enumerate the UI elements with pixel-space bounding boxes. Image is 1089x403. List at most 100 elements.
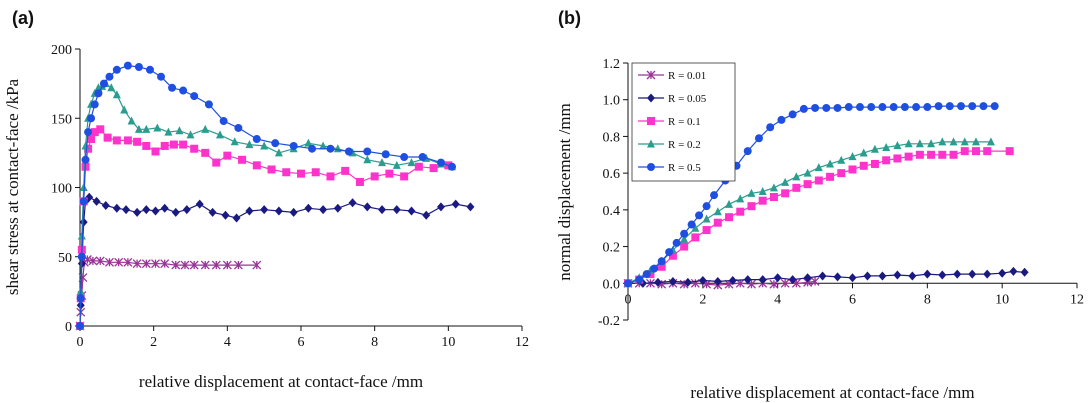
chart-a: 0501001502000 2 4 6 8 10 12relative displaceme… xyxy=(3,43,529,391)
y-tick-label-b: 0.2 xyxy=(603,241,621,256)
data-point-b-4 xyxy=(635,276,643,284)
x-tick-label-a: 10 xyxy=(441,335,455,350)
data-point-b-2 xyxy=(893,154,901,162)
data-point-b-4 xyxy=(688,221,696,229)
data-point-b-1 xyxy=(804,273,812,282)
data-point-a-1 xyxy=(466,202,474,211)
data-point-b-1 xyxy=(774,273,782,282)
data-point-b-2 xyxy=(770,193,778,201)
data-point-a-4 xyxy=(77,294,85,302)
data-point-a-4 xyxy=(234,124,242,132)
x-tick-label-a: 0 xyxy=(77,335,84,350)
y-tick-label-b: 1.2 xyxy=(603,57,621,72)
data-point-b-4 xyxy=(856,103,864,111)
data-point-b-4 xyxy=(624,279,632,287)
data-point-a-2 xyxy=(326,172,334,180)
data-point-a-4 xyxy=(190,92,198,100)
data-point-b-4 xyxy=(695,211,703,219)
y-axis-title-b: normal displacement /mm xyxy=(555,103,574,281)
data-point-a-1 xyxy=(161,204,169,213)
y-tick-label-a: 0 xyxy=(65,320,72,335)
y-tick-label-b: 0.6 xyxy=(603,167,621,182)
data-point-a-2 xyxy=(371,172,379,180)
data-point-a-1 xyxy=(93,197,101,206)
data-point-b-1 xyxy=(759,275,767,284)
x-axis-title-a: relative displacement at contact-face /m… xyxy=(139,372,423,391)
data-point-a-4 xyxy=(113,66,121,74)
data-point-a-1 xyxy=(152,207,160,216)
data-point-b-2 xyxy=(736,208,744,216)
data-point-a-2 xyxy=(133,138,141,146)
data-point-b-3 xyxy=(770,183,778,191)
x-tick-label-a: 8 xyxy=(371,335,378,350)
data-point-a-1 xyxy=(363,202,371,211)
data-point-b-2 xyxy=(703,226,711,234)
series-a-4 xyxy=(76,62,456,330)
data-point-b-2 xyxy=(815,176,823,184)
data-point-a-4 xyxy=(94,89,102,97)
data-point-a-4 xyxy=(87,114,95,122)
data-point-b-2 xyxy=(938,151,946,159)
data-point-a-2 xyxy=(415,163,423,171)
data-point-a-2 xyxy=(212,159,220,167)
data-point-b-4 xyxy=(658,257,666,265)
data-point-b-2 xyxy=(849,165,857,173)
data-point-a-2 xyxy=(113,136,121,144)
data-point-a-1 xyxy=(133,208,141,217)
data-point-a-2 xyxy=(190,145,198,153)
data-point-a-4 xyxy=(253,135,261,143)
data-point-a-4 xyxy=(437,159,445,167)
data-point-b-2 xyxy=(826,173,834,181)
data-point-a-4 xyxy=(271,139,279,147)
y-tick-label-b: 0.0 xyxy=(603,277,621,292)
data-point-b-1 xyxy=(923,270,931,279)
data-point-b-1 xyxy=(968,270,976,279)
data-point-a-2 xyxy=(96,125,104,133)
series-a-3 xyxy=(76,79,456,329)
legend-label-1: R = 0.05 xyxy=(668,93,707,105)
data-point-b-2 xyxy=(1006,147,1014,155)
data-point-a-1 xyxy=(393,205,401,214)
data-point-b-2 xyxy=(916,151,924,159)
data-point-a-2 xyxy=(341,167,349,175)
x-tick-label-a: 12 xyxy=(515,335,529,350)
data-point-b-4 xyxy=(710,191,718,199)
data-point-a-1 xyxy=(113,204,121,213)
data-point-b-3 xyxy=(714,207,722,215)
data-point-b-2 xyxy=(781,189,789,197)
y-tick-label-a: 50 xyxy=(58,251,72,266)
data-point-b-4 xyxy=(968,102,976,110)
data-point-a-2 xyxy=(400,172,408,180)
data-point-b-1 xyxy=(669,277,677,286)
data-point-b-1 xyxy=(1021,268,1029,277)
data-point-b-2 xyxy=(871,160,879,168)
legend-label-3: R = 0.2 xyxy=(668,139,701,151)
data-point-b-2 xyxy=(927,151,935,159)
data-point-a-2 xyxy=(223,152,231,160)
data-point-a-2 xyxy=(152,147,160,155)
legend-marker-2 xyxy=(647,117,655,125)
x-tick-label-b: 2 xyxy=(699,292,706,307)
data-point-a-4 xyxy=(419,153,427,161)
legend-b: R = 0.01 R = 0.05 R = 0.1 R = 0.2 R = 0.5 xyxy=(632,63,735,181)
data-point-b-1 xyxy=(863,271,871,280)
data-point-a-4 xyxy=(179,87,187,95)
data-point-a-1 xyxy=(334,204,342,213)
data-point-b-2 xyxy=(860,162,868,170)
data-point-a-1 xyxy=(183,205,191,214)
data-point-b-4 xyxy=(811,104,819,112)
y-tick-label-a: 150 xyxy=(51,112,72,127)
data-point-a-4 xyxy=(382,150,390,158)
x-tick-label-a: 2 xyxy=(150,335,157,350)
data-point-b-1 xyxy=(819,271,827,280)
data-point-a-1 xyxy=(319,205,327,214)
data-point-b-4 xyxy=(845,103,853,111)
data-point-a-4 xyxy=(100,80,108,88)
data-point-b-4 xyxy=(703,202,711,210)
x-axis-title-b: relative displacement at contact-face /m… xyxy=(690,383,974,402)
legend-label-2: R = 0.1 xyxy=(668,116,701,128)
x-tick-label-b: 4 xyxy=(774,292,781,307)
legend-label-0: R = 0.01 xyxy=(668,70,706,82)
data-point-a-4 xyxy=(135,63,143,71)
